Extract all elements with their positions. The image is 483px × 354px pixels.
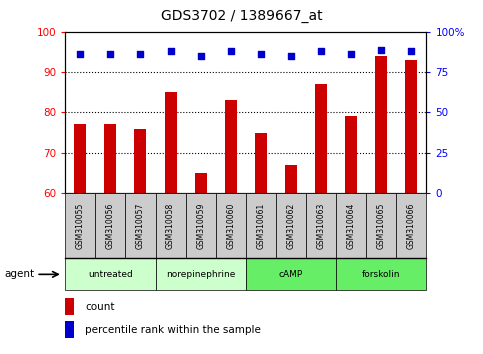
- Bar: [276, 193, 306, 258]
- Text: GSM310065: GSM310065: [377, 202, 386, 249]
- Text: count: count: [85, 302, 114, 312]
- Bar: [126, 193, 156, 258]
- Text: GSM310061: GSM310061: [256, 202, 265, 249]
- Bar: [315, 84, 327, 193]
- Bar: [366, 193, 397, 258]
- Bar: [306, 193, 336, 258]
- Bar: [285, 165, 297, 193]
- Point: [167, 48, 174, 54]
- Bar: [397, 193, 426, 258]
- Bar: [156, 258, 246, 290]
- Bar: [156, 193, 185, 258]
- Bar: [375, 56, 387, 193]
- Point: [378, 47, 385, 52]
- Text: GDS3702 / 1389667_at: GDS3702 / 1389667_at: [161, 9, 322, 23]
- Bar: [165, 92, 177, 193]
- Point: [317, 48, 325, 54]
- Bar: [246, 193, 276, 258]
- Text: GSM310056: GSM310056: [106, 202, 115, 249]
- Point: [227, 48, 235, 54]
- Text: GSM310062: GSM310062: [286, 202, 296, 249]
- Bar: [336, 258, 426, 290]
- Text: GSM310055: GSM310055: [76, 202, 85, 249]
- Text: GSM310066: GSM310066: [407, 202, 416, 249]
- Point: [257, 52, 265, 57]
- Bar: [246, 258, 336, 290]
- Text: norepinephrine: norepinephrine: [166, 270, 235, 279]
- Bar: [104, 125, 116, 193]
- Text: GSM310063: GSM310063: [317, 202, 326, 249]
- Point: [197, 53, 205, 59]
- Bar: [185, 193, 216, 258]
- Text: percentile rank within the sample: percentile rank within the sample: [85, 325, 261, 335]
- Bar: [345, 116, 357, 193]
- Bar: [255, 132, 267, 193]
- Point: [137, 52, 144, 57]
- Bar: [95, 193, 126, 258]
- Text: GSM310058: GSM310058: [166, 202, 175, 249]
- Bar: [65, 193, 95, 258]
- Text: untreated: untreated: [88, 270, 133, 279]
- Bar: [134, 129, 146, 193]
- Text: GSM310059: GSM310059: [196, 202, 205, 249]
- Bar: [74, 125, 86, 193]
- Point: [408, 48, 415, 54]
- Bar: [195, 173, 207, 193]
- Text: GSM310057: GSM310057: [136, 202, 145, 249]
- Point: [287, 53, 295, 59]
- Bar: [336, 193, 366, 258]
- Point: [106, 52, 114, 57]
- Text: GSM310064: GSM310064: [347, 202, 355, 249]
- Point: [347, 52, 355, 57]
- Bar: [65, 321, 74, 338]
- Bar: [405, 60, 417, 193]
- Text: GSM310060: GSM310060: [227, 202, 235, 249]
- Point: [76, 52, 84, 57]
- Bar: [216, 193, 246, 258]
- Bar: [65, 298, 74, 314]
- Bar: [225, 100, 237, 193]
- Bar: [65, 258, 156, 290]
- Text: cAMP: cAMP: [279, 270, 303, 279]
- Text: agent: agent: [5, 269, 35, 279]
- Text: forskolin: forskolin: [362, 270, 400, 279]
